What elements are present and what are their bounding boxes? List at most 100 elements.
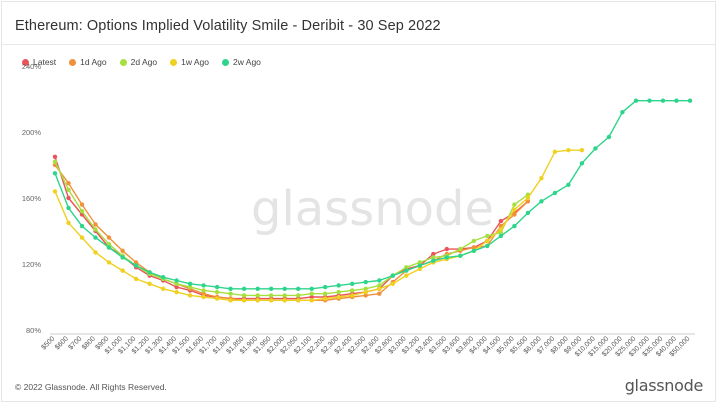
series-point-4 [647, 98, 652, 103]
series-point-3 [201, 294, 206, 300]
series-point-4 [444, 255, 449, 260]
legend-item-1w-ago[interactable]: 1w Ago [170, 57, 209, 67]
series-point-3 [323, 296, 328, 301]
series-point-2 [255, 293, 260, 298]
series-point-3 [350, 293, 355, 298]
series-point-4 [566, 182, 571, 187]
legend-dot-icon [22, 58, 29, 66]
legend-item-latest[interactable]: Latest [22, 57, 56, 67]
series-point-1 [525, 199, 531, 204]
series-point-3 [512, 207, 517, 212]
series-point-3 [241, 298, 247, 303]
series-point-2 [458, 246, 463, 252]
series-point-2 [241, 293, 247, 298]
series-point-4 [282, 286, 287, 291]
series-point-4 [525, 210, 531, 216]
series-point-3 [228, 298, 233, 303]
series-point-2 [377, 283, 382, 288]
series-point-3 [336, 294, 341, 300]
series-point-2 [404, 265, 409, 270]
series-point-2 [512, 202, 517, 207]
series-point-3 [309, 298, 314, 303]
x-tick-label: $700 [67, 335, 83, 351]
series-point-0 [66, 195, 71, 201]
series-point-4 [498, 233, 504, 239]
legend-item-2w-ago[interactable]: 2w Ago [222, 57, 261, 67]
series-point-3 [133, 276, 139, 282]
series-point-3 [79, 235, 85, 240]
series-point-3 [93, 250, 98, 255]
series-point-1 [201, 291, 206, 296]
series-point-1 [377, 291, 382, 296]
series-point-4 [241, 286, 247, 291]
series-point-4 [93, 235, 98, 240]
series-point-3 [539, 176, 544, 181]
series-point-4 [458, 253, 463, 258]
legend-label: 1d Ago [80, 57, 107, 67]
series-point-1 [363, 293, 368, 298]
legend-dot-icon [170, 58, 178, 66]
series-point-3 [52, 189, 58, 194]
series-point-4 [539, 199, 544, 204]
legend-item-2d-ago[interactable]: 2d Ago [119, 57, 157, 67]
series-point-4 [269, 286, 274, 291]
series-point-3 [147, 281, 152, 286]
series-point-2 [485, 233, 490, 239]
series-point-0 [444, 246, 449, 252]
series-point-2 [336, 289, 341, 295]
series-point-0 [498, 218, 504, 224]
series-point-4 [417, 263, 422, 268]
series-point-4 [390, 273, 395, 278]
series-point-2 [323, 291, 328, 296]
series-point-0 [174, 284, 179, 290]
series-point-3 [296, 298, 301, 303]
series-point-1 [512, 212, 517, 217]
series-point-4 [133, 263, 139, 268]
series-point-4 [52, 171, 58, 176]
series-point-1 [120, 248, 125, 253]
y-tick-label: 240% [22, 62, 42, 71]
series-point-1 [133, 260, 139, 265]
legend-label: 1w Ago [181, 57, 210, 67]
chart-title: Ethereum: Options Implied Volatility Smi… [15, 18, 441, 34]
series-point-3 [552, 149, 558, 154]
legend-item-1d-ago[interactable]: 1d Ago [69, 57, 107, 67]
series-point-1 [106, 235, 112, 240]
series-point-4 [214, 284, 220, 290]
series-point-2 [309, 291, 314, 296]
series-point-2 [431, 255, 436, 260]
series-point-4 [633, 98, 639, 103]
series-point-4 [120, 255, 125, 260]
series-point-3 [498, 227, 504, 232]
series-point-4 [106, 245, 112, 250]
series-point-3 [282, 298, 287, 303]
header-divider [2, 44, 715, 45]
series-point-0 [431, 251, 436, 257]
series-point-0 [52, 154, 58, 159]
series-point-4 [606, 134, 612, 140]
series-point-2 [201, 288, 206, 293]
series-line-4 [54, 100, 690, 290]
series-point-2 [498, 230, 504, 235]
series-point-4 [687, 98, 693, 103]
series-point-4 [593, 146, 598, 151]
series-point-3 [187, 293, 193, 298]
legend-dot-icon [222, 58, 230, 66]
series-point-2 [363, 286, 368, 291]
series-point-4 [160, 275, 166, 280]
series-point-3 [269, 298, 274, 303]
legend-label: Latest [33, 57, 57, 67]
series-point-2 [52, 159, 58, 164]
series-point-2 [350, 288, 355, 293]
series-point-2 [187, 284, 193, 290]
series-point-3 [66, 220, 71, 225]
series-point-4 [660, 98, 666, 103]
series-point-4 [255, 286, 260, 291]
series-point-2 [296, 293, 301, 298]
series-point-4 [66, 205, 71, 211]
series-point-1 [93, 222, 98, 227]
series-point-2 [282, 293, 287, 298]
series-point-4 [404, 268, 409, 273]
legend: Latest 1d Ago 2d Ago 1w Ago 2w Ago [22, 55, 274, 69]
